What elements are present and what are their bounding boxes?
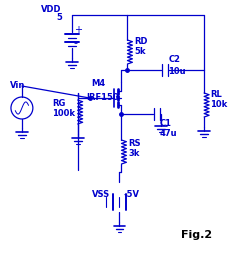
Text: 47u: 47u [159, 129, 176, 138]
Text: C2: C2 [167, 55, 179, 64]
Text: 5k: 5k [134, 47, 145, 56]
Text: -: - [73, 38, 77, 48]
Text: 100k: 100k [52, 109, 74, 118]
Text: RL: RL [209, 90, 221, 99]
Text: 5: 5 [56, 13, 61, 22]
Text: RD: RD [134, 37, 147, 46]
Text: -5V: -5V [123, 190, 139, 199]
Text: VDD: VDD [41, 5, 61, 14]
Text: 10u: 10u [167, 67, 185, 76]
Text: M4: M4 [91, 79, 105, 88]
Text: 3k: 3k [128, 149, 139, 158]
Text: IRF150: IRF150 [86, 93, 119, 102]
Text: 10k: 10k [209, 100, 226, 109]
Text: Fig.2: Fig.2 [180, 230, 211, 240]
Text: +: + [73, 25, 81, 35]
Text: C1: C1 [159, 119, 170, 128]
Text: RS: RS [128, 139, 140, 148]
Text: Vin: Vin [10, 81, 25, 90]
Text: RG: RG [52, 99, 65, 108]
Text: VSS: VSS [91, 190, 109, 199]
